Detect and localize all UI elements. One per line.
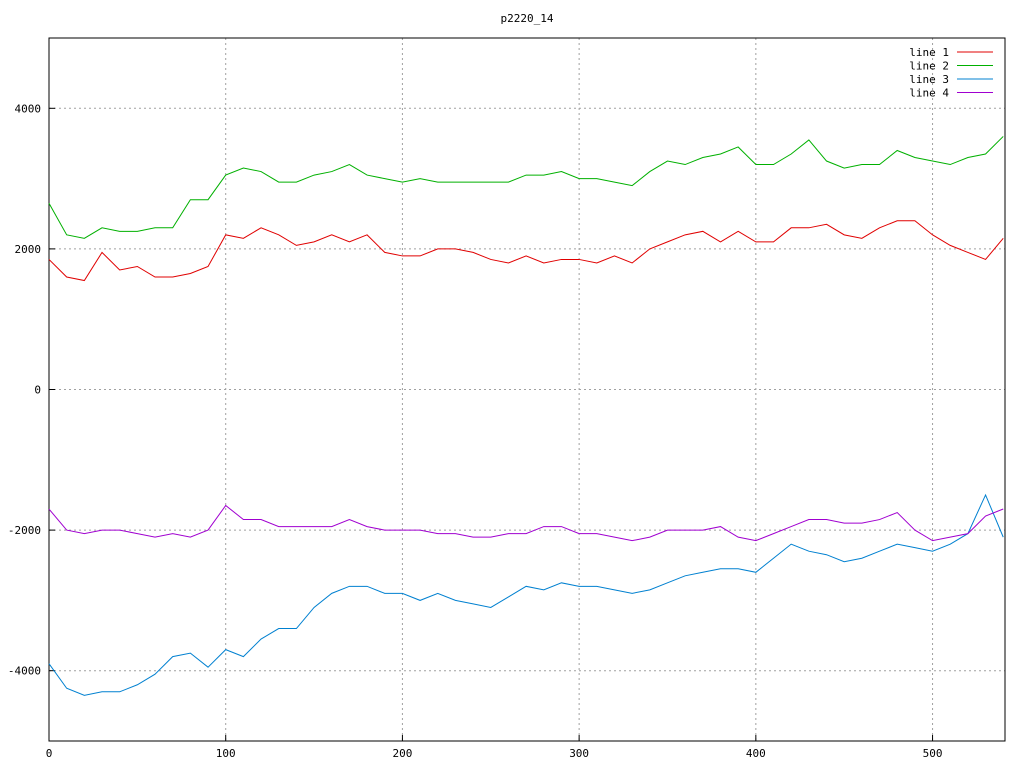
y-tick-label: -4000 <box>8 665 41 678</box>
plot-frame <box>48 37 1006 742</box>
x-tick-label: 100 <box>216 747 236 760</box>
x-tick-label: 400 <box>746 747 766 760</box>
x-tick-label: 200 <box>392 747 412 760</box>
x-tick-label: 500 <box>923 747 943 760</box>
legend-label: line 4 <box>909 87 949 100</box>
x-tick-label: 300 <box>569 747 589 760</box>
chart-title: p2220_14 <box>501 12 554 25</box>
y-tick-label: -2000 <box>8 524 41 537</box>
x-tick-label: 0 <box>46 747 53 760</box>
series-line <box>48 136 1004 239</box>
y-tick-label: 0 <box>34 384 41 397</box>
legend-label: line 2 <box>909 60 949 73</box>
series-line <box>48 493 1004 696</box>
series-line <box>48 504 1004 542</box>
series-line <box>48 220 1004 282</box>
legend-label: line 3 <box>909 73 949 86</box>
y-tick-label: 4000 <box>15 102 42 115</box>
legend-label: line 1 <box>909 46 949 59</box>
y-tick-label: 2000 <box>15 243 42 256</box>
